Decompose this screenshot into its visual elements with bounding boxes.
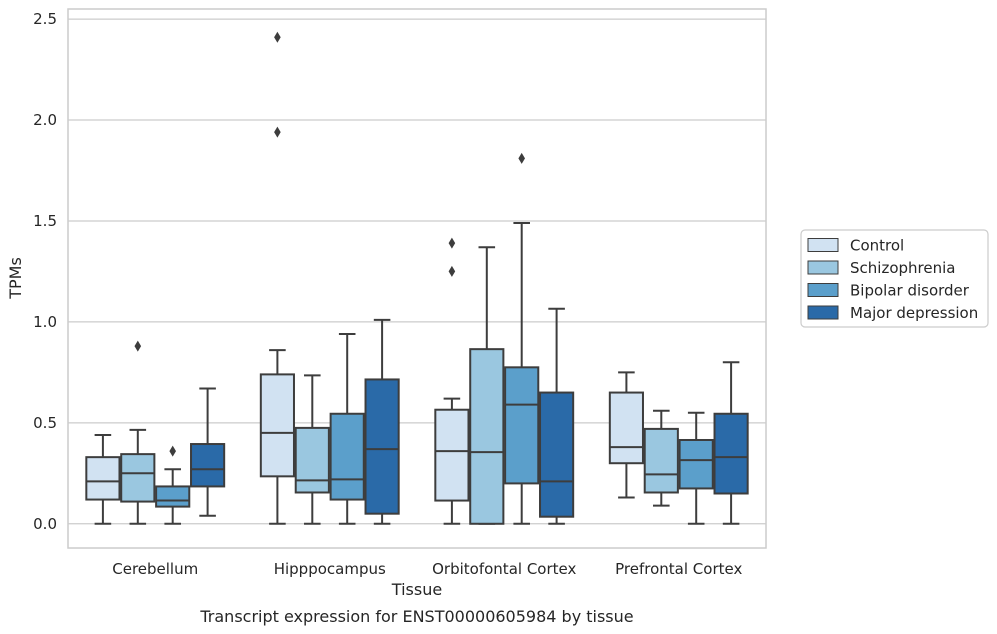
tick-layer: 0.0 0.5 1.0 1.5 2.0 2.5 Cerebellum Hipppocampus… xyxy=(33,10,742,578)
box-major-depression xyxy=(539,307,575,525)
box-bipolar-disorder xyxy=(504,152,540,525)
box-schizophrenia xyxy=(643,409,679,507)
iqr-box xyxy=(469,348,505,525)
grid-layer xyxy=(68,18,766,525)
iqr-box xyxy=(120,453,156,503)
box-schizophrenia xyxy=(294,374,330,525)
legend: Control Schizophrenia Bipolar disorder Majo… xyxy=(800,229,989,328)
iqr-box xyxy=(539,391,575,518)
box-major-depression xyxy=(713,361,749,525)
legend-swatch xyxy=(807,283,839,297)
legend-label: Major depression xyxy=(850,304,978,322)
box-schizophrenia xyxy=(120,340,156,525)
iqr-box xyxy=(434,408,470,502)
outlier-marker xyxy=(274,31,281,43)
box-control xyxy=(608,371,644,499)
iqr-box xyxy=(504,366,540,485)
x-tick-label: Orbitofontal Cortex xyxy=(432,560,576,578)
box-major-depression xyxy=(190,387,226,517)
legend-swatch xyxy=(807,305,839,320)
legend-label: Schizophrenia xyxy=(850,259,955,277)
iqr-box xyxy=(294,426,330,494)
y-tick-label: 0.0 xyxy=(33,515,57,533)
box-bipolar-disorder xyxy=(329,333,365,525)
legend-label: Control xyxy=(850,237,904,255)
x-tick-label: Prefrontal Cortex xyxy=(615,560,742,578)
iqr-box xyxy=(678,438,714,490)
outlier-marker xyxy=(274,126,281,138)
legend-label: Bipolar disorder xyxy=(850,282,970,300)
x-tick-label: Hipppocampus xyxy=(274,560,386,578)
outlier-marker xyxy=(448,237,456,249)
y-tick-label: 2.5 xyxy=(33,10,57,28)
iqr-box xyxy=(155,485,191,508)
box-layer xyxy=(85,31,749,525)
iqr-box xyxy=(190,443,226,488)
box-control xyxy=(259,31,295,525)
iqr-box xyxy=(364,378,400,515)
iqr-box xyxy=(85,456,121,501)
box-control xyxy=(434,237,470,525)
legend-swatch xyxy=(807,238,839,252)
y-tick-label: 1.5 xyxy=(33,212,57,230)
legend-swatch xyxy=(807,260,839,275)
y-tick-label: 1.0 xyxy=(33,313,57,331)
box-schizophrenia xyxy=(469,246,505,525)
iqr-box xyxy=(713,412,749,495)
iqr-box xyxy=(259,373,295,478)
box-bipolar-disorder xyxy=(155,445,191,525)
iqr-box xyxy=(329,412,365,501)
iqr-box xyxy=(608,391,644,465)
chart-caption: Transcript expression for ENST0000060598… xyxy=(199,607,633,626)
legend-frame xyxy=(800,229,989,328)
outlier-marker xyxy=(169,445,176,457)
x-tick-label: Cerebellum xyxy=(112,560,198,578)
y-axis-title: TPMs xyxy=(6,257,25,300)
y-tick-label: 0.5 xyxy=(33,414,57,432)
x-axis-title: Tissue xyxy=(391,580,442,599)
iqr-box xyxy=(643,427,679,494)
outlier-marker xyxy=(518,152,525,164)
box-control xyxy=(85,433,121,525)
box-major-depression xyxy=(364,318,400,525)
y-tick-label: 2.0 xyxy=(33,111,57,129)
axes-frame xyxy=(67,8,767,549)
box-bipolar-disorder xyxy=(678,411,714,525)
outlier-marker xyxy=(448,265,456,277)
outlier-marker xyxy=(134,340,142,352)
